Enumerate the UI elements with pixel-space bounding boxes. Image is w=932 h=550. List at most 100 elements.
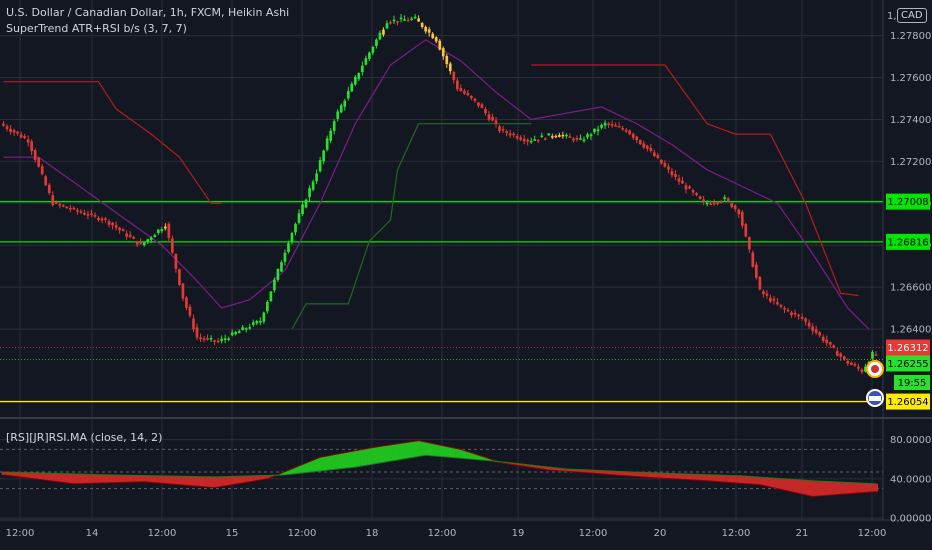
candle-body bbox=[800, 316, 804, 319]
candle bbox=[371, 45, 375, 56]
candle bbox=[529, 137, 533, 144]
candle-body bbox=[874, 354, 878, 356]
candle bbox=[237, 329, 241, 334]
candle-body bbox=[174, 253, 178, 269]
osc-fill-bar bbox=[68, 473, 73, 484]
candle-body bbox=[37, 157, 41, 167]
price-tag-bg bbox=[886, 393, 930, 410]
candle-body bbox=[58, 204, 62, 206]
osc-fill-bar bbox=[620, 471, 625, 476]
flag-icon bbox=[866, 389, 884, 407]
candle-body bbox=[582, 139, 586, 142]
candle bbox=[118, 226, 121, 234]
osc-fill-bar bbox=[195, 476, 200, 487]
candle bbox=[466, 89, 470, 97]
candle-body bbox=[723, 197, 727, 199]
candle bbox=[769, 294, 772, 304]
currency-button[interactable]: CAD bbox=[897, 8, 927, 23]
candle-body bbox=[846, 360, 850, 364]
candle bbox=[361, 61, 364, 76]
osc-fill-bar bbox=[617, 471, 622, 476]
candle bbox=[818, 330, 822, 338]
price-tag-bg bbox=[886, 193, 930, 210]
osc-fill-bar bbox=[445, 446, 449, 458]
candle-body bbox=[512, 133, 515, 136]
osc-fill-bar bbox=[188, 476, 193, 486]
osc-fill-bar bbox=[89, 474, 94, 484]
candle-body bbox=[188, 306, 192, 316]
osc-fill-bar bbox=[283, 471, 288, 475]
candle bbox=[674, 170, 677, 181]
price-tag-label: 1.26255 bbox=[887, 359, 928, 370]
osc-fill-bar bbox=[796, 479, 801, 494]
osc-fill-bar bbox=[209, 476, 214, 488]
candle bbox=[413, 14, 417, 20]
osc-fill-bar bbox=[810, 480, 815, 497]
candle bbox=[389, 20, 392, 25]
candle bbox=[251, 319, 255, 327]
osc-fill-bar bbox=[469, 452, 474, 460]
candle bbox=[652, 149, 656, 158]
candle-body bbox=[403, 19, 406, 21]
osc-fill-bar bbox=[174, 476, 178, 485]
candle bbox=[835, 347, 839, 357]
candle bbox=[772, 295, 776, 305]
osc-fill-bar bbox=[307, 461, 312, 473]
candle bbox=[69, 204, 72, 213]
candle-body bbox=[234, 332, 238, 335]
candle-body bbox=[54, 202, 58, 204]
candle-body bbox=[371, 46, 375, 53]
candle bbox=[751, 250, 755, 268]
candle bbox=[241, 324, 245, 331]
osc-fill-bar bbox=[634, 472, 639, 477]
candle-body bbox=[698, 196, 702, 199]
candle bbox=[533, 135, 537, 141]
candle-body bbox=[434, 37, 438, 42]
candle-body bbox=[424, 26, 428, 32]
candle bbox=[318, 156, 322, 173]
candle bbox=[399, 14, 403, 23]
osc-fill-bar bbox=[360, 449, 365, 466]
candle bbox=[719, 199, 723, 204]
candle-body bbox=[26, 139, 30, 143]
osc-fill-bar bbox=[867, 483, 871, 493]
osc-fill-bar bbox=[58, 473, 62, 482]
candle-body bbox=[610, 124, 614, 126]
candle bbox=[543, 137, 547, 141]
candle-body bbox=[603, 122, 607, 126]
osc-fill-bar bbox=[409, 441, 414, 458]
osc-fill-bar bbox=[677, 473, 682, 480]
osc-fill-bar bbox=[240, 476, 245, 483]
osc-fill-bar bbox=[149, 475, 154, 483]
osc-fill-bar bbox=[758, 477, 762, 485]
candle bbox=[258, 317, 262, 326]
candle bbox=[558, 132, 561, 138]
supertrend-resistance-line bbox=[531, 64, 859, 297]
osc-fill-bar bbox=[293, 467, 298, 474]
time-tick-label: 12:00 bbox=[858, 528, 887, 539]
candle bbox=[649, 144, 653, 153]
candle bbox=[470, 95, 473, 101]
candle bbox=[603, 120, 607, 130]
osc-fill-bar bbox=[712, 474, 717, 482]
osc-fill-bar bbox=[649, 472, 653, 478]
osc-fill-bar bbox=[782, 478, 787, 491]
osc-fill-bar bbox=[43, 473, 48, 481]
candle-body bbox=[818, 332, 822, 336]
candle-body bbox=[751, 252, 755, 267]
candle-body bbox=[111, 222, 114, 226]
candle bbox=[121, 227, 125, 232]
candle-body bbox=[420, 22, 424, 28]
candle bbox=[575, 135, 579, 142]
candle-body bbox=[691, 190, 695, 193]
osc-fill-bar bbox=[413, 441, 418, 458]
osc-fill-bar bbox=[367, 448, 372, 465]
candle-body bbox=[149, 237, 153, 240]
osc-fill-bar bbox=[237, 476, 242, 484]
candle bbox=[353, 75, 357, 86]
candle bbox=[758, 276, 762, 291]
candle bbox=[311, 179, 315, 192]
candle-body bbox=[244, 328, 248, 330]
candle bbox=[164, 223, 167, 231]
